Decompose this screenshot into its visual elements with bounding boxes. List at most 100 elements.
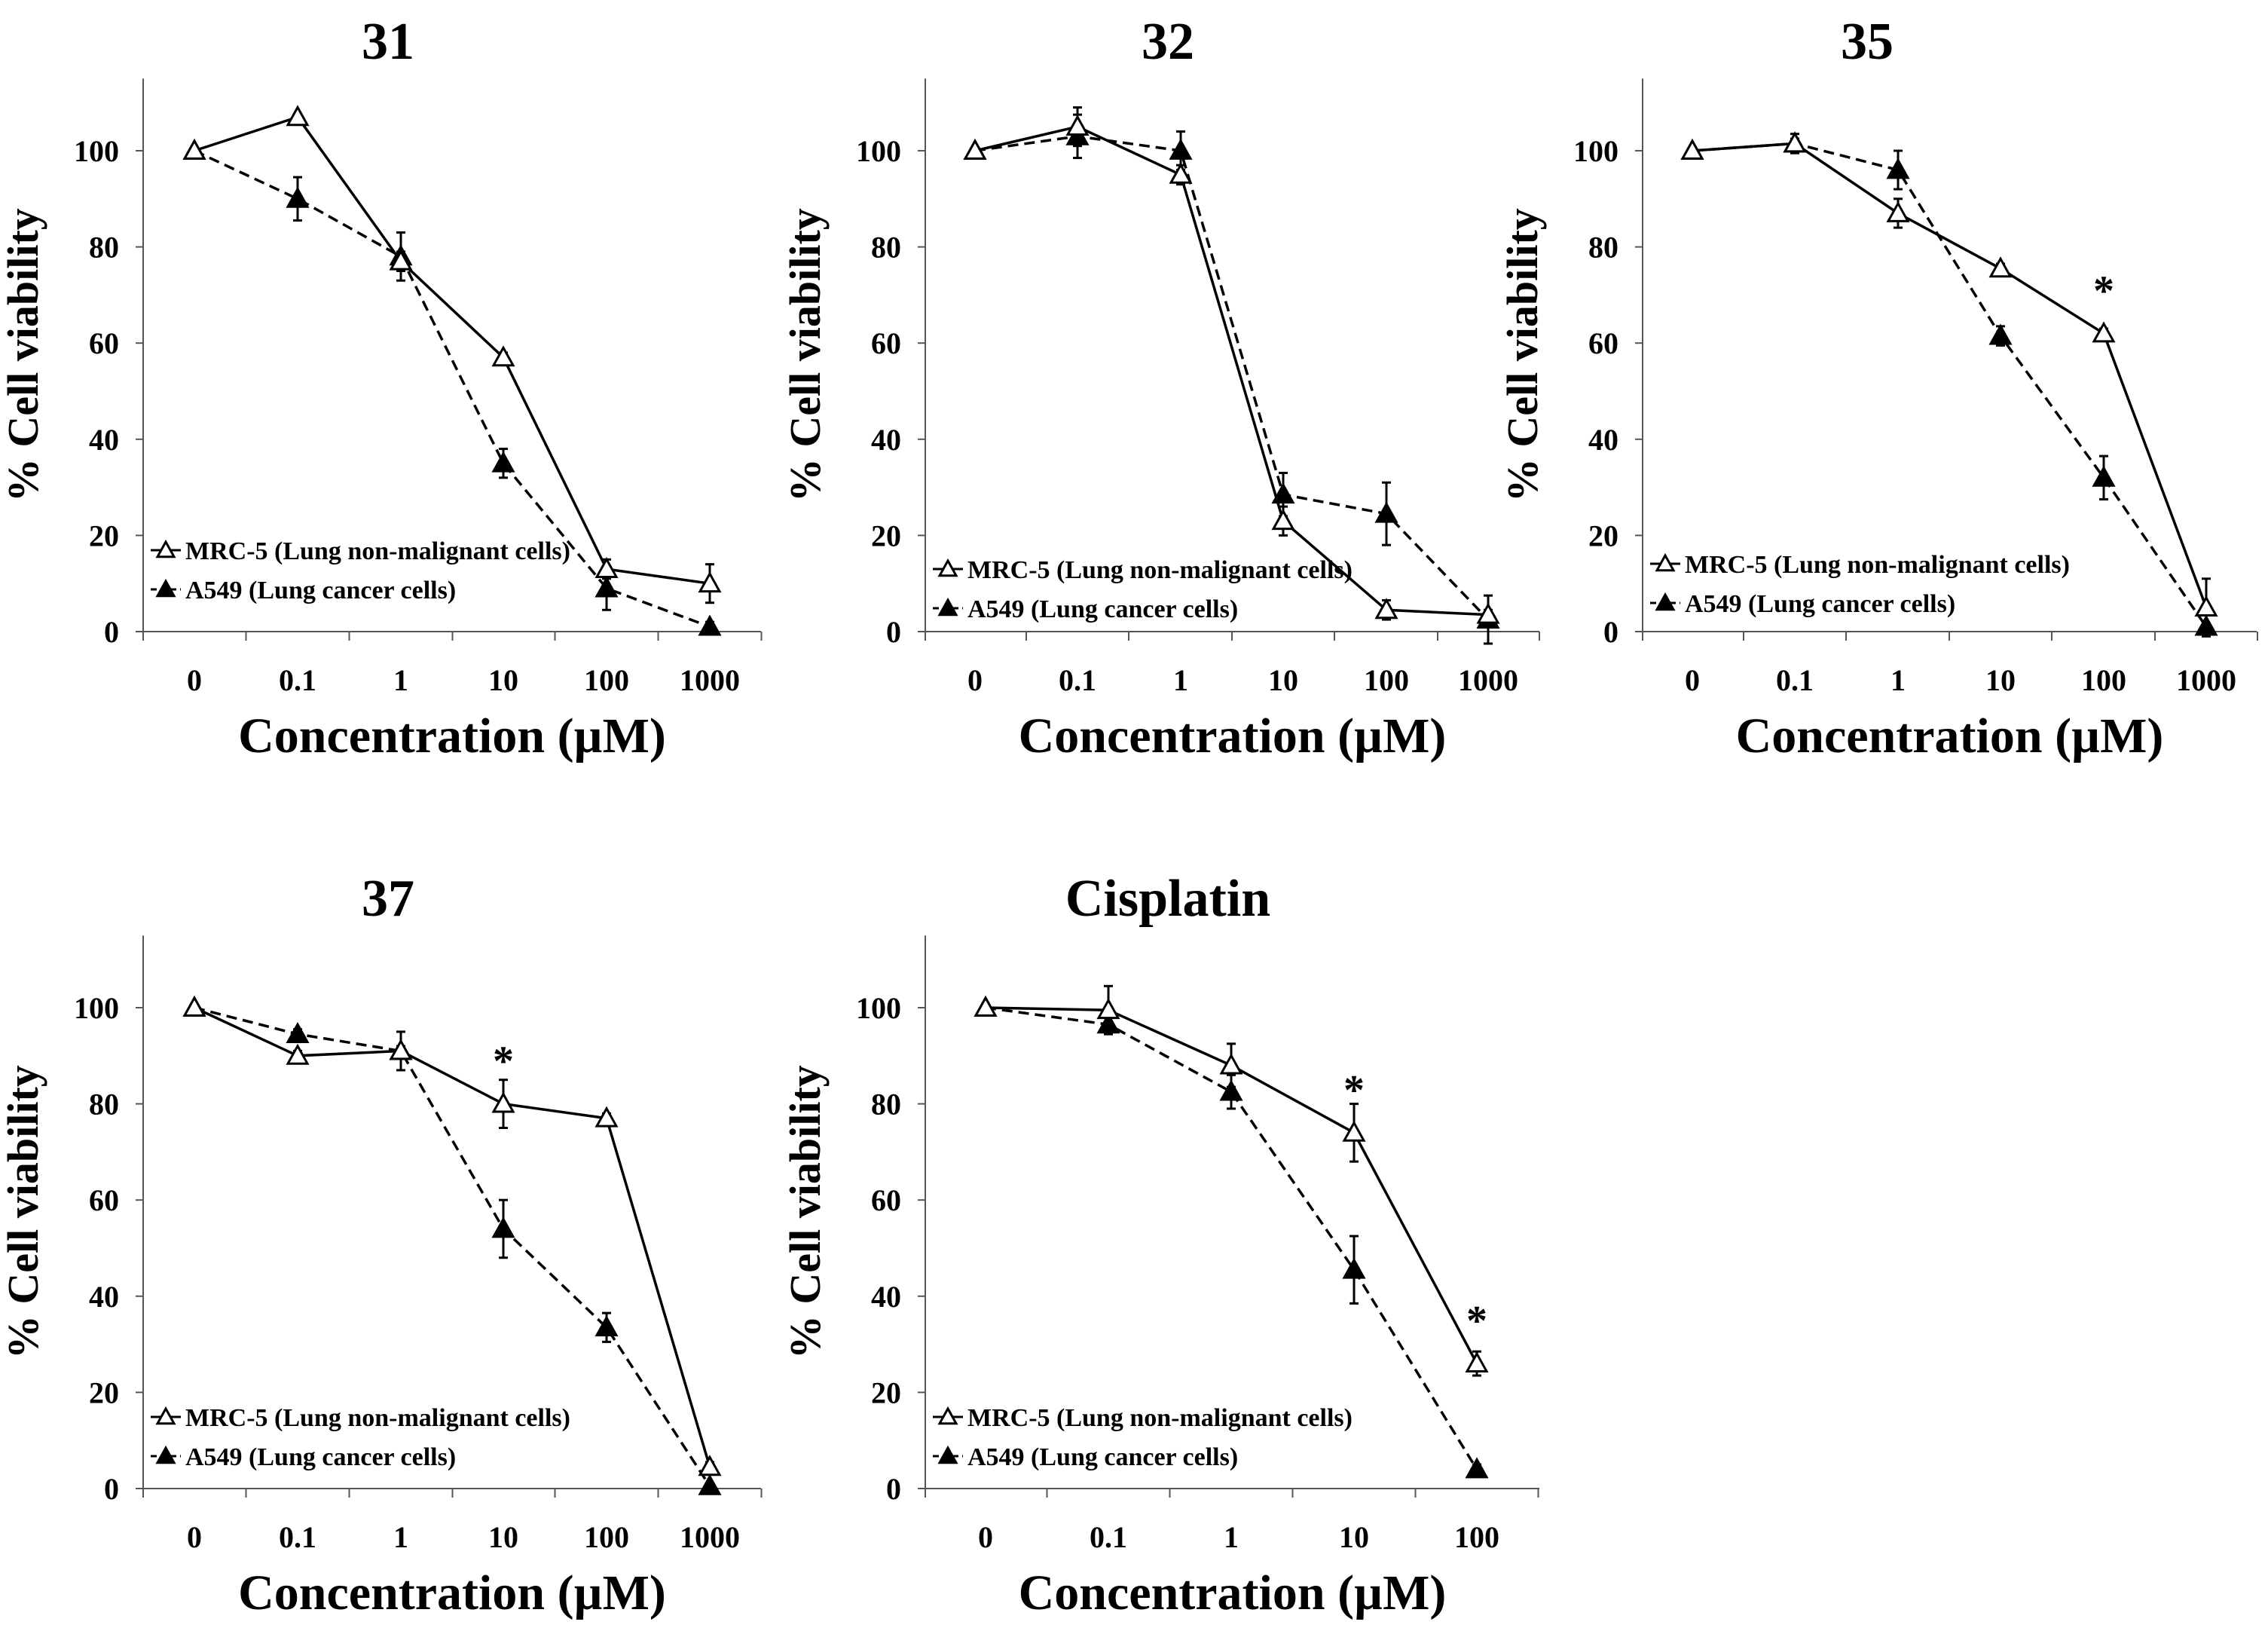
legend-marker: [937, 1406, 958, 1425]
x-tick-label: 100: [2081, 663, 2126, 697]
series-mrc5: [182, 105, 722, 604]
legend-label: A549 (Lung cancer cells): [1685, 590, 1955, 618]
data-point: [389, 249, 413, 271]
y-tick-label: 0: [886, 1472, 901, 1506]
data-point: [2092, 465, 2116, 487]
chart-title: 32: [1142, 13, 1194, 71]
data-point: [1783, 131, 1807, 153]
y-tick-label: 20: [89, 519, 119, 552]
data-point: [1465, 1457, 1489, 1479]
data-point: [1219, 1053, 1243, 1075]
data-point: [1271, 482, 1295, 504]
x-tick-label: 1: [1891, 663, 1906, 697]
x-tick-label: 0.1: [279, 663, 316, 697]
data-point: [182, 995, 206, 1017]
y-tick-label: 100: [856, 991, 901, 1025]
y-axis-label: % Cell viability: [0, 1065, 47, 1359]
legend-marker: [1655, 592, 1676, 611]
data-point: [1465, 1351, 1489, 1373]
legend-marker: [937, 1445, 958, 1464]
series-line: [194, 1006, 711, 1487]
y-axis-label: % Cell viability: [781, 208, 830, 502]
x-tick-label: 0: [187, 1520, 202, 1554]
series-line: [194, 1006, 711, 1467]
legend-label: A549 (Lung cancer cells): [967, 595, 1238, 623]
y-tick-label: 100: [1573, 134, 1618, 168]
y-tick-label: 100: [74, 134, 119, 168]
data-point: [286, 105, 310, 127]
legend: MRC-5 (Lung non-malignant cells) A549 (Lu…: [151, 1404, 570, 1471]
data-point: [1271, 509, 1295, 531]
legend-label: MRC-5 (Lung non-malignant cells): [1685, 551, 2070, 579]
y-axis-label: % Cell viability: [0, 208, 47, 502]
x-axis-label: Concentration (µM): [238, 708, 666, 763]
y-tick-label: 40: [89, 423, 119, 457]
chart-title: 37: [362, 870, 414, 928]
x-tick-label: 10: [488, 1520, 518, 1554]
data-point: [1374, 501, 1398, 523]
data-point: [698, 571, 722, 593]
legend: MRC-5 (Lung non-malignant cells) A549 (Lu…: [151, 537, 570, 604]
x-tick-label: 1000: [680, 1520, 740, 1554]
y-tick-label: 100: [74, 991, 119, 1025]
x-axis-label: Concentration (µM): [238, 1565, 666, 1620]
x-tick-label: 0: [978, 1520, 993, 1554]
chart-panel-5: Cisplatin 0 20 40 60 80 100 0 0.1 1 10 100 % Cell vi…: [781, 870, 1539, 1620]
data-point: [286, 186, 310, 208]
y-tick-label: 60: [89, 1183, 119, 1217]
x-tick-label: 0: [967, 663, 983, 697]
legend-label: MRC-5 (Lung non-malignant cells): [967, 556, 1353, 584]
data-point: [1342, 1120, 1366, 1142]
legend: MRC-5 (Lung non-malignant cells) A549 (Lu…: [1650, 551, 2070, 618]
data-point: [1342, 1257, 1366, 1279]
data-point: [491, 345, 515, 367]
data-point: [595, 556, 619, 578]
x-tick-label: 100: [1454, 1520, 1499, 1554]
y-tick-label: 0: [104, 1472, 119, 1506]
x-tick-label: 1: [393, 1520, 408, 1554]
y-tick-label: 20: [871, 519, 901, 552]
chart-title: 35: [1841, 13, 1894, 71]
data-point: [595, 1106, 619, 1128]
data-point: [1886, 200, 1910, 222]
x-tick-label: 1000: [2176, 663, 2236, 697]
data-point: [1169, 162, 1193, 184]
legend-label: MRC-5 (Lung non-malignant cells): [185, 537, 570, 565]
x-axis-label: Concentration (µM): [1019, 708, 1447, 763]
x-axis-label: Concentration (µM): [1736, 708, 2164, 763]
y-tick-label: 40: [871, 1280, 901, 1314]
data-point: [1169, 138, 1193, 160]
x-tick-label: 0.1: [1059, 663, 1096, 697]
legend-label: A549 (Lung cancer cells): [185, 1443, 456, 1471]
series-mrc5: [963, 106, 1500, 624]
data-point: [698, 1455, 722, 1476]
y-tick-label: 80: [89, 1088, 119, 1121]
data-point: [286, 1022, 310, 1043]
data-point: [698, 614, 722, 636]
data-point: [286, 1043, 310, 1065]
legend-marker: [1655, 552, 1676, 572]
data-point: [1096, 998, 1120, 1020]
data-point: [491, 1216, 515, 1238]
y-axis-label: % Cell viability: [1498, 208, 1547, 502]
data-point: [595, 576, 619, 598]
series-mrc5: [974, 984, 1489, 1377]
legend: MRC-5 (Lung non-malignant cells) A549 (Lu…: [933, 1404, 1353, 1471]
legend-marker: [155, 1445, 176, 1464]
x-tick-label: 0.1: [1776, 663, 1814, 697]
y-tick-label: 0: [886, 615, 901, 649]
x-tick-label: 100: [584, 1520, 629, 1554]
y-tick-label: 40: [1588, 423, 1618, 457]
x-tick-label: 10: [1985, 663, 2016, 697]
y-tick-label: 60: [871, 326, 901, 360]
significance-marker: *: [1466, 1298, 1487, 1345]
y-tick-label: 80: [89, 231, 119, 265]
data-point: [491, 451, 515, 473]
legend-marker: [155, 578, 176, 598]
data-point: [1988, 256, 2013, 278]
y-tick-label: 80: [1588, 231, 1618, 265]
data-point: [1065, 115, 1090, 136]
chart-title: 31: [362, 13, 414, 71]
